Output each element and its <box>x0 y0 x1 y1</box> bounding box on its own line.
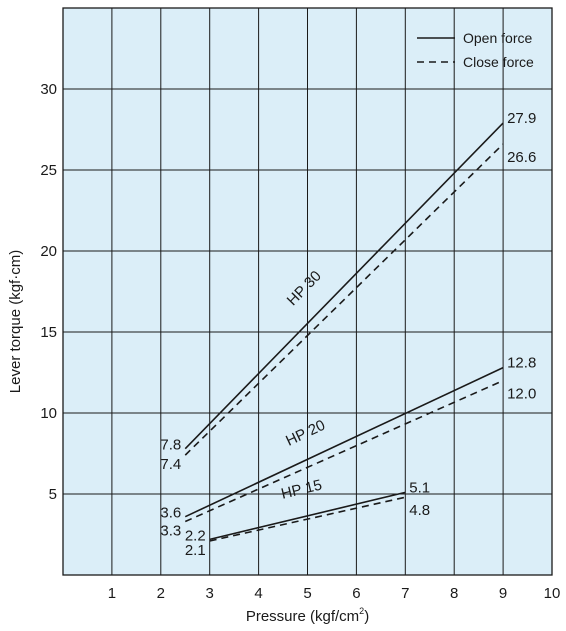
x-tick-label: 3 <box>206 585 214 602</box>
data-label-end: 26.6 <box>507 149 536 166</box>
x-tick-label: 6 <box>352 585 360 602</box>
data-label-start: 7.4 <box>160 456 181 473</box>
x-axis-label-superscript: 2 <box>359 606 364 616</box>
x-axis-label-close: ) <box>364 608 369 625</box>
data-labels: 7.8 27.9 7.4 26.6 3.6 12.8 3.3 12.0 2.2 5.1 2.1 4.8 <box>160 110 536 559</box>
x-tick-label: 5 <box>303 585 311 602</box>
x-tick-labels: 1 2 3 4 5 6 7 8 9 10 <box>108 585 561 602</box>
legend-label-close: Close force <box>463 54 534 70</box>
series-line-hp20-open <box>184 366 504 518</box>
data-label-end: 12.0 <box>507 386 536 403</box>
y-tick-label: 15 <box>40 324 57 341</box>
data-label-end: 27.9 <box>507 110 536 127</box>
data-label-start: 7.8 <box>160 437 181 454</box>
x-axis-label: Pressure (kgf/cm2) <box>246 606 369 625</box>
y-tick-label: 5 <box>49 486 57 503</box>
y-tick-label: 30 <box>40 81 57 98</box>
legend: Open force Close force <box>417 30 534 70</box>
data-label-end: 5.1 <box>409 479 430 496</box>
data-label-start: 3.3 <box>160 523 181 540</box>
series-line-hp15-open <box>209 491 406 541</box>
series-lines <box>184 122 504 542</box>
y-axis-label: Lever torque (kgf·cm) <box>7 250 24 393</box>
legend-label-open: Open force <box>463 30 532 46</box>
data-label-end: 12.8 <box>507 355 536 372</box>
x-tick-label: 8 <box>450 585 458 602</box>
x-axis-label-main: Pressure (kgf/cm <box>246 608 359 625</box>
x-tick-label: 4 <box>254 585 262 602</box>
series-line-hp20-close <box>184 379 504 523</box>
data-label-end: 4.8 <box>409 502 430 519</box>
x-tick-label: 1 <box>108 585 116 602</box>
grid <box>63 8 552 575</box>
plot-frame <box>62 7 553 576</box>
x-tick-label: 2 <box>157 585 165 602</box>
data-label-start: 2.1 <box>185 542 206 559</box>
series-line-hp15-close <box>209 496 406 542</box>
series-line-hp30-close <box>184 143 504 456</box>
data-label-start: 2.2 <box>185 527 206 544</box>
y-tick-label: 10 <box>40 405 57 422</box>
x-tick-label: 7 <box>401 585 409 602</box>
x-tick-label: 9 <box>499 585 507 602</box>
y-tick-labels: 5 10 15 20 25 30 <box>40 81 57 503</box>
y-tick-label: 20 <box>40 243 57 260</box>
series-line-hp30-open <box>184 122 504 450</box>
y-tick-label: 25 <box>40 162 57 179</box>
data-label-start: 3.6 <box>160 505 181 522</box>
x-tick-label: 10 <box>544 585 561 602</box>
